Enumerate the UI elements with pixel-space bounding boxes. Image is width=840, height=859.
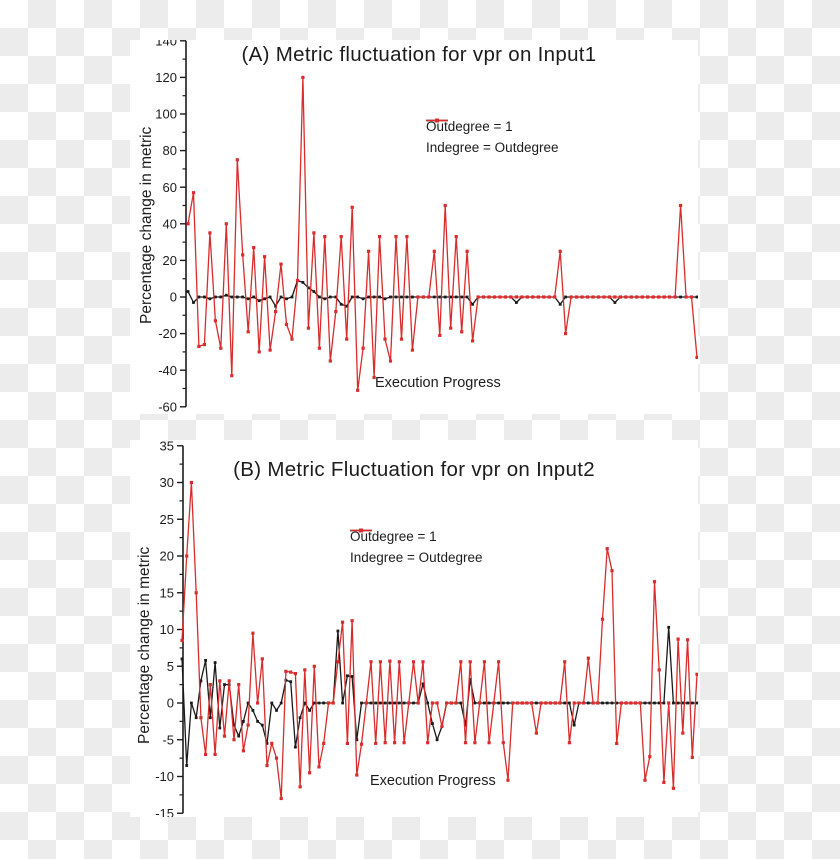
plot-area-input1: 140 120 100 80 60 40 20 0 -20 -40 -60	[155, 40, 698, 414]
plot-area-input2: 35 30 25 20 15 10 5 0 -5 -10 -15	[155, 440, 698, 817]
red-line-marker-icon	[350, 528, 372, 533]
svg-text:35: 35	[160, 440, 174, 453]
svg-text:-20: -20	[158, 326, 177, 341]
chart-title-input2: (B) Metric Fluctuation for vpr on Input2	[233, 458, 595, 481]
svg-text:20: 20	[163, 253, 177, 268]
svg-text:-15: -15	[155, 806, 174, 817]
svg-text:-5: -5	[162, 732, 174, 747]
svg-text:10: 10	[160, 622, 174, 637]
svg-text:20: 20	[160, 549, 174, 564]
red-line-marker-icon	[426, 118, 448, 123]
legend-input1: Outdegree = 1 Indegree = Outdegree	[426, 116, 558, 158]
y-axis-label-input2: Percentage change in metric	[136, 546, 153, 744]
svg-text:15: 15	[160, 585, 174, 600]
x-axis-label-input1: Execution Progress	[375, 375, 501, 391]
svg-text:100: 100	[155, 107, 177, 122]
svg-text:80: 80	[163, 143, 177, 158]
chart-panel-input2: 35 30 25 20 15 10 5 0 -5 -10 -15 (B) Metric Fluctu…	[130, 440, 698, 817]
svg-text:-60: -60	[158, 399, 177, 414]
legend-label-outdegree1: Outdegree = 1	[350, 529, 437, 544]
svg-text:-40: -40	[158, 363, 177, 378]
legend-label-indegree-outdegree: Indegree = Outdegree	[350, 550, 483, 565]
legend-item-indegree-outdegree: Indegree = Outdegree	[350, 528, 483, 568]
svg-text:30: 30	[160, 475, 174, 490]
legend-input2: Outdegree = 1 Indegree = Outdegree	[350, 526, 482, 568]
chart-panel-input1: 140 120 100 80 60 40 20 0 -20 -40 -60 (A) Metric f…	[130, 40, 698, 414]
svg-text:-10: -10	[155, 769, 174, 784]
svg-text:60: 60	[163, 180, 177, 195]
legend-item-indegree-outdegree: Indegree = Outdegree	[426, 118, 559, 158]
chart-title-input1: (A) Metric fluctuation for vpr on Input1	[241, 43, 597, 66]
legend-label-indegree-outdegree: Indegree = Outdegree	[426, 140, 559, 155]
legend-label-outdegree1: Outdegree = 1	[426, 119, 513, 134]
svg-text:0: 0	[167, 696, 174, 711]
svg-text:40: 40	[163, 216, 177, 231]
svg-text:140: 140	[155, 40, 177, 48]
svg-text:120: 120	[155, 70, 177, 85]
y-axis-label-input1: Percentage change in metric	[138, 126, 155, 324]
x-axis-label-input2: Execution Progress	[370, 773, 496, 789]
svg-text:5: 5	[167, 659, 174, 674]
svg-text:0: 0	[170, 290, 177, 305]
svg-text:25: 25	[160, 512, 174, 527]
